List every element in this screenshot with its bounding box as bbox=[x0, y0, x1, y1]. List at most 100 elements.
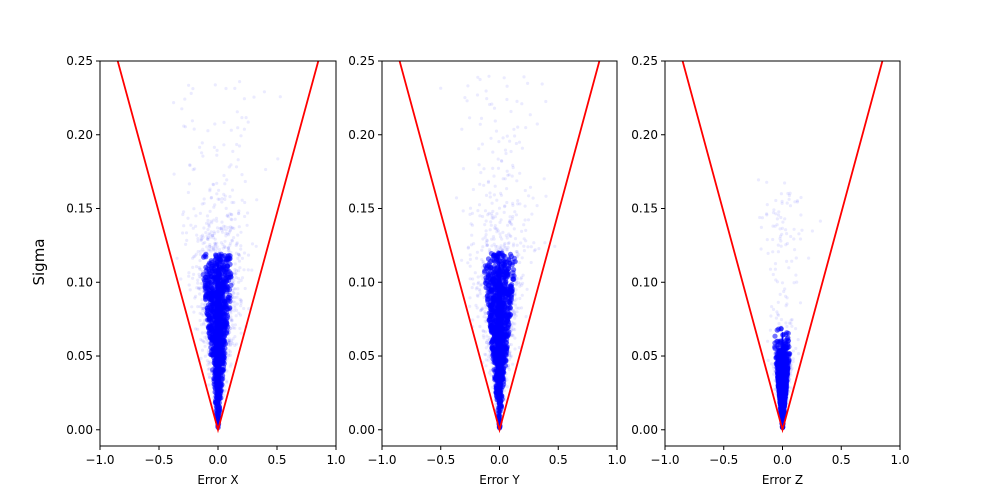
scatter-point bbox=[475, 256, 479, 260]
scatter-point bbox=[766, 339, 770, 343]
scatter-point bbox=[202, 282, 208, 289]
scatter-point bbox=[528, 113, 532, 117]
scatter-point bbox=[512, 312, 517, 316]
scatter-point bbox=[250, 268, 254, 272]
scatter-point bbox=[225, 178, 229, 182]
scatter-point bbox=[224, 289, 230, 295]
scatter-point bbox=[233, 306, 237, 310]
scatter-point bbox=[484, 89, 488, 93]
scatter-point bbox=[765, 213, 769, 217]
scatter-point bbox=[787, 193, 792, 198]
scatter-point bbox=[231, 291, 235, 295]
scatter-point bbox=[202, 321, 206, 325]
scatter-point bbox=[201, 271, 205, 275]
scatter-point bbox=[495, 244, 499, 249]
scatter-point bbox=[210, 245, 214, 250]
scatter-point bbox=[785, 324, 789, 329]
scatter-point bbox=[511, 166, 515, 170]
scatter-point bbox=[483, 310, 487, 314]
scatter-point bbox=[503, 279, 509, 285]
scatter-point bbox=[230, 319, 234, 323]
scatter-point bbox=[468, 206, 473, 210]
scatter-point bbox=[232, 236, 236, 240]
scatter-point bbox=[487, 303, 494, 309]
scatter-point bbox=[189, 91, 193, 95]
scatter-point bbox=[508, 350, 512, 354]
scatter-point bbox=[807, 256, 811, 260]
scatter-point bbox=[208, 243, 212, 247]
y-tick-label: 0.20 bbox=[348, 128, 375, 142]
scatter-point bbox=[196, 278, 200, 282]
scatter-point bbox=[246, 253, 251, 257]
scatter-point bbox=[208, 245, 212, 249]
scatter-point bbox=[519, 306, 524, 310]
scatter-point bbox=[796, 338, 800, 342]
scatter-point bbox=[487, 74, 491, 78]
scatter-point bbox=[492, 237, 496, 241]
scatter-point bbox=[209, 219, 213, 223]
scatter-point bbox=[468, 116, 472, 120]
scatter-point bbox=[193, 296, 197, 300]
scatter-point bbox=[202, 253, 208, 259]
scatter-point bbox=[517, 306, 521, 310]
scatter-point bbox=[212, 205, 216, 209]
scatter-point bbox=[197, 272, 201, 276]
scatter-point bbox=[213, 237, 217, 241]
scatter-point bbox=[489, 223, 493, 227]
scatter-point bbox=[182, 124, 186, 128]
scatter-point bbox=[513, 312, 517, 316]
scatter-point bbox=[511, 362, 515, 366]
scatter-point bbox=[199, 323, 204, 327]
scatter-point bbox=[488, 258, 494, 264]
scatter-point bbox=[502, 243, 506, 247]
scatter-point bbox=[503, 204, 507, 208]
scatter-point bbox=[232, 279, 236, 283]
scatter-point bbox=[774, 198, 778, 203]
scatter-point bbox=[775, 223, 779, 227]
scatter-point bbox=[476, 209, 480, 213]
scatter-point bbox=[487, 211, 491, 215]
scatter-point bbox=[223, 244, 227, 249]
scatter-point bbox=[777, 210, 781, 214]
scatter-point bbox=[196, 305, 200, 309]
scatter-point bbox=[523, 188, 527, 193]
scatter-point bbox=[486, 213, 490, 217]
y-tick-label: 0.10 bbox=[631, 275, 658, 289]
scatter-point bbox=[233, 86, 237, 90]
scatter-point bbox=[520, 293, 524, 297]
scatter-point bbox=[511, 334, 515, 338]
x-tick-label: −1.0 bbox=[85, 453, 114, 467]
scatter-point bbox=[485, 239, 489, 243]
scatter-point bbox=[212, 218, 216, 222]
scatter-point bbox=[502, 245, 506, 249]
scatter-point bbox=[759, 247, 763, 251]
scatter-point bbox=[201, 339, 206, 343]
scatter-point bbox=[777, 396, 781, 400]
scatter-point bbox=[479, 309, 483, 313]
scatter-point bbox=[493, 226, 497, 230]
scatter-point bbox=[765, 238, 769, 242]
scatter-point bbox=[502, 296, 508, 302]
scatter-point bbox=[216, 230, 220, 234]
scatter-point bbox=[504, 248, 509, 252]
x-tick-label: −0.5 bbox=[709, 453, 738, 467]
scatter-point bbox=[508, 215, 512, 219]
scatter-point bbox=[476, 282, 480, 286]
scatter-point bbox=[191, 256, 195, 260]
scatter-point bbox=[228, 243, 232, 247]
scatter-point bbox=[778, 326, 784, 332]
x-axis-label: Error Z bbox=[762, 473, 803, 487]
scatter-point bbox=[483, 235, 487, 239]
scatter-point bbox=[205, 237, 210, 241]
scatter-point bbox=[476, 294, 480, 298]
scatter-point bbox=[193, 254, 197, 258]
scatter-point bbox=[206, 235, 211, 240]
scatter-point bbox=[493, 224, 497, 228]
scatter-point bbox=[469, 222, 473, 226]
scatter-point bbox=[190, 119, 194, 123]
scatter-point bbox=[789, 321, 793, 325]
scatter-point bbox=[510, 320, 514, 324]
scatter-point bbox=[530, 212, 534, 216]
scatter-point bbox=[235, 308, 239, 312]
scatter-point bbox=[471, 187, 475, 192]
